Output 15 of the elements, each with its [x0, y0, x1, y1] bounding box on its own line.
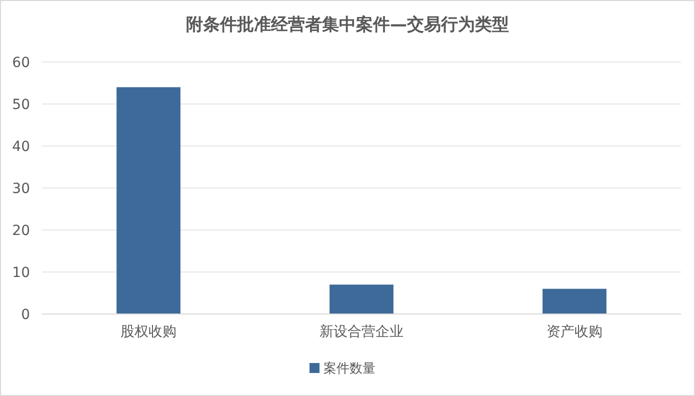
y-tick-label: 30	[12, 180, 30, 197]
x-tick-label: 资产收购	[546, 324, 602, 340]
y-tick-label: 20	[12, 222, 30, 239]
y-tick-label: 50	[12, 96, 30, 113]
legend-label: 案件数量	[324, 360, 376, 377]
chart-title: 附条件批准经营者集中案件—交易行为类型	[186, 14, 509, 35]
x-tick-label: 新设合营企业	[320, 324, 404, 340]
y-tick-label: 0	[21, 306, 30, 323]
bar	[330, 284, 394, 314]
bar	[542, 288, 606, 314]
y-tick-label: 10	[12, 264, 30, 281]
y-tick-label: 40	[12, 138, 30, 155]
bar	[116, 87, 180, 314]
x-tick-label: 股权收购	[120, 324, 176, 340]
y-tick-label: 60	[12, 54, 30, 71]
